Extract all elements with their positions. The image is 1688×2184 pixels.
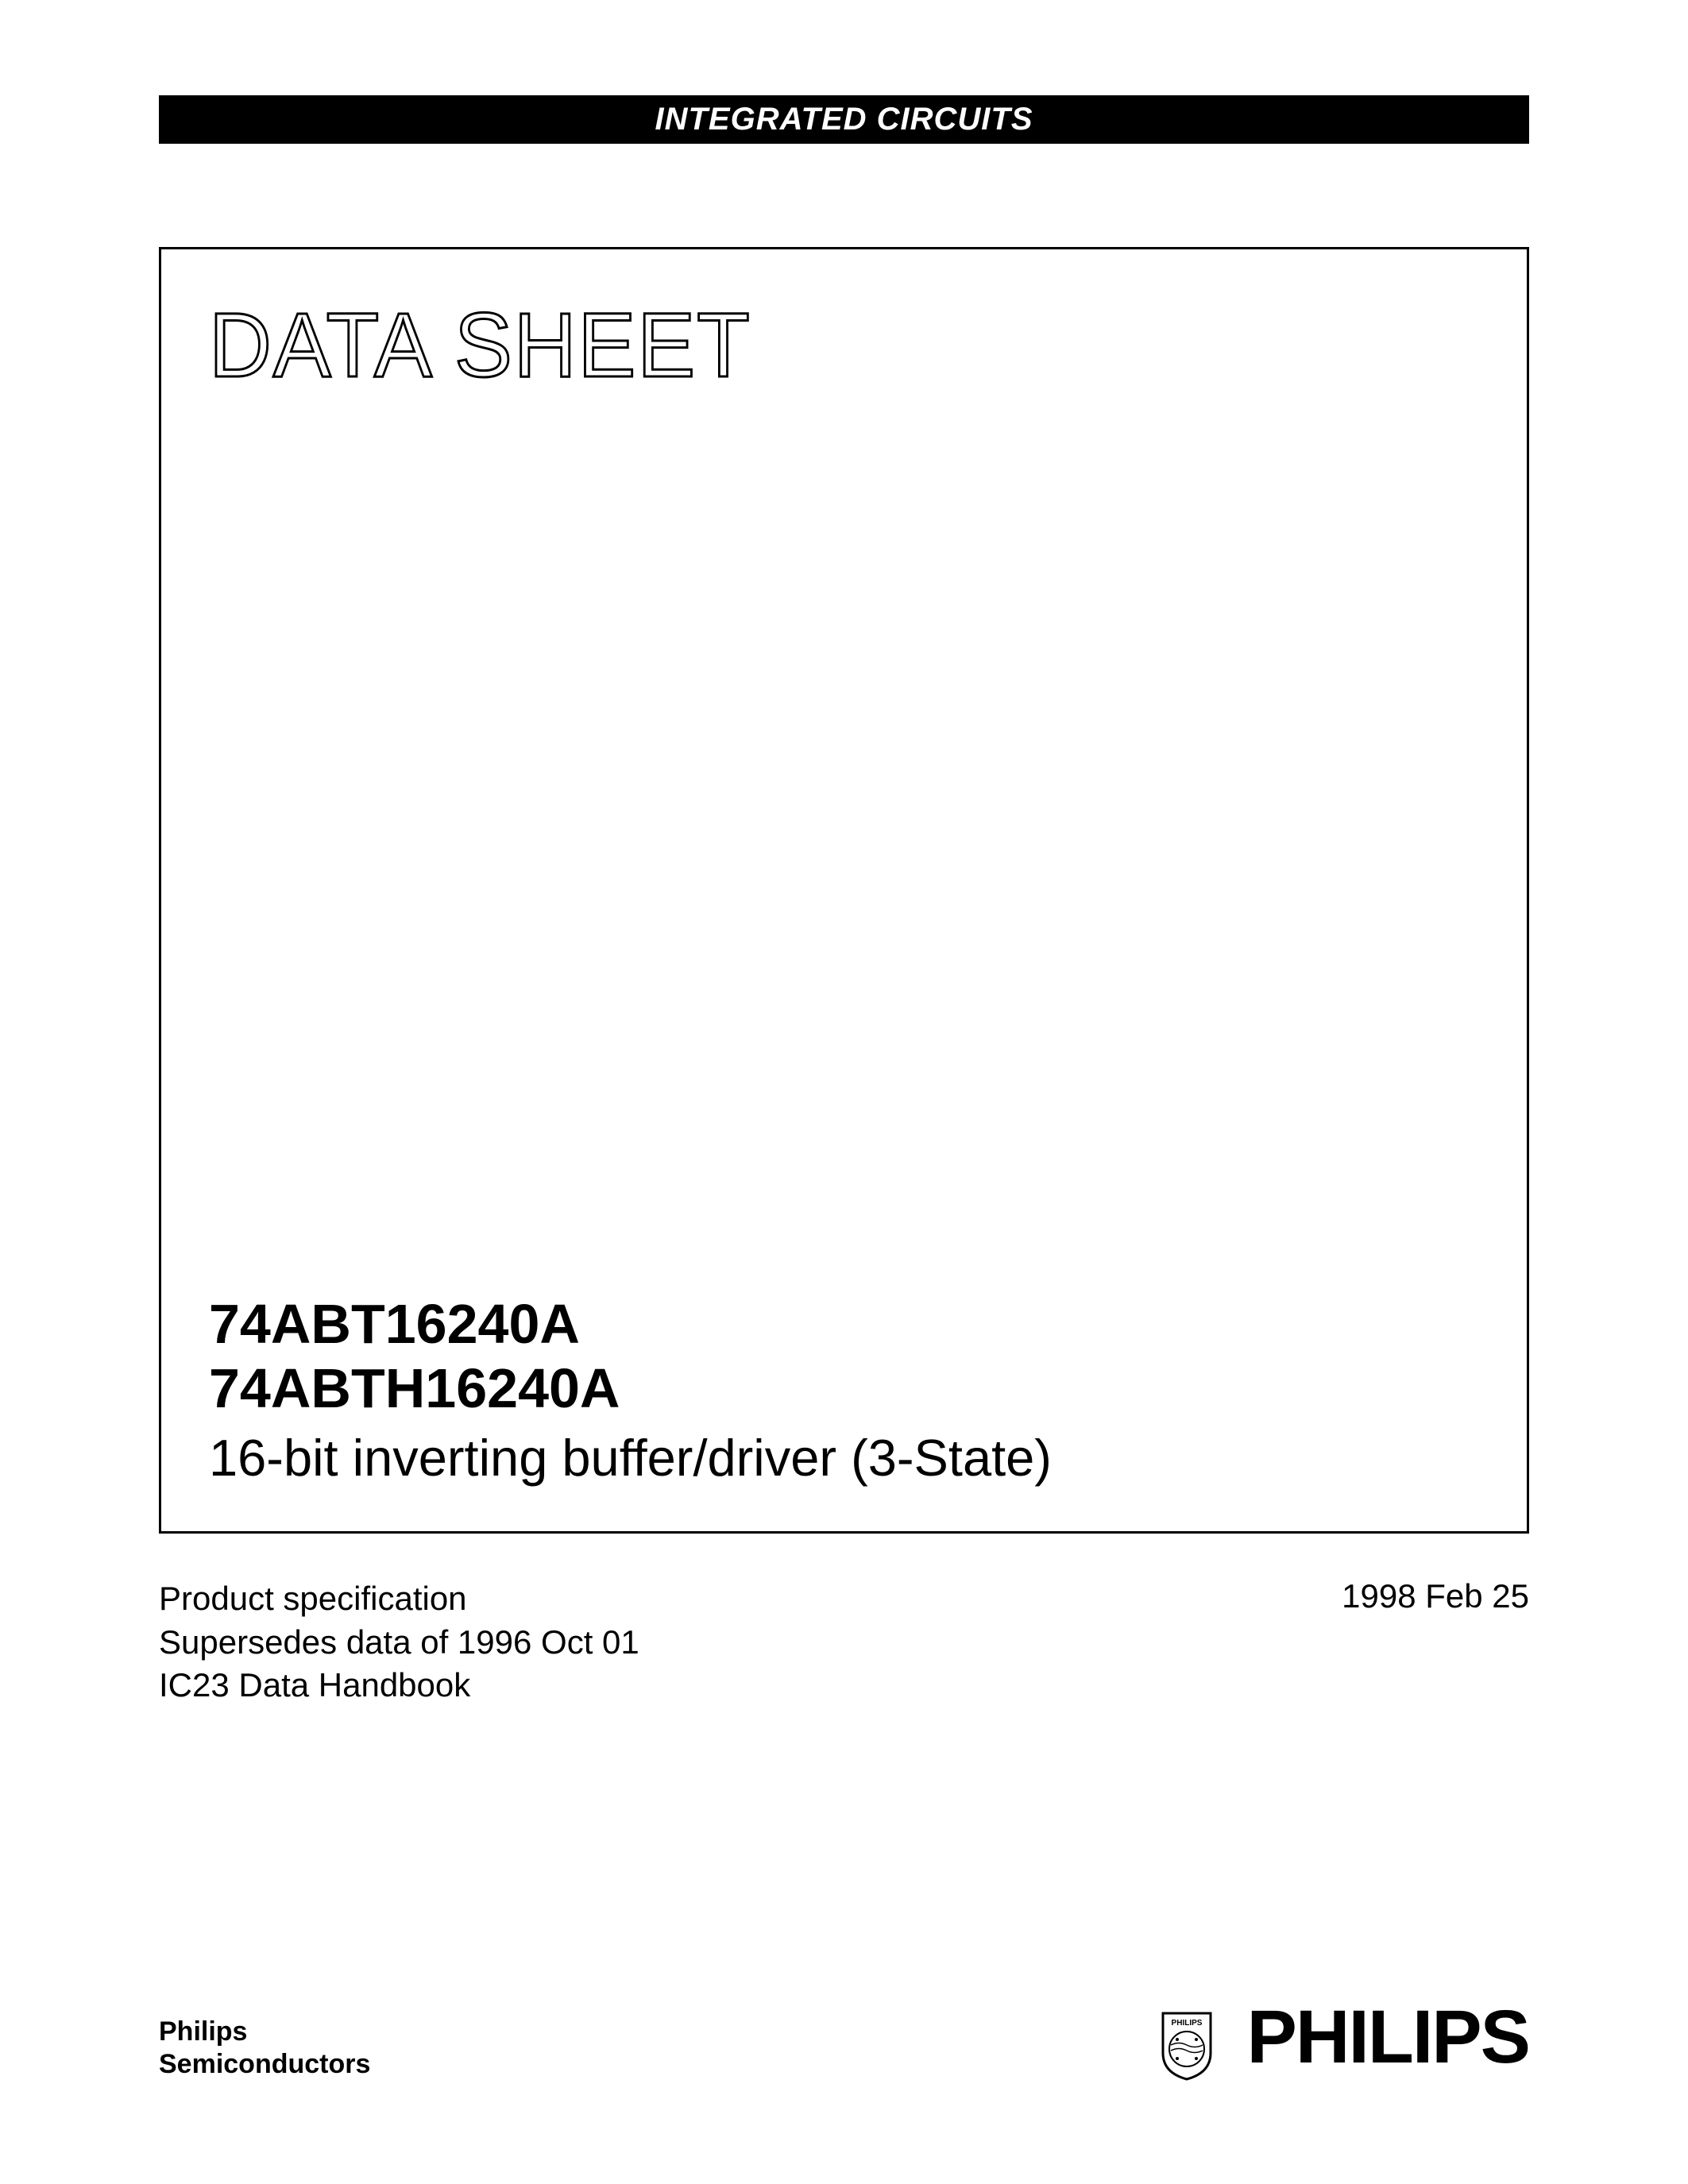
svg-text:PHILIPS: PHILIPS — [1172, 2019, 1203, 2028]
header-bar: INTEGRATED CIRCUITS — [159, 95, 1529, 144]
meta-left: Product specification Supersedes data of… — [159, 1577, 639, 1707]
company-line-1: Philips — [159, 2016, 370, 2048]
footer-company: Philips Semiconductors — [159, 2016, 370, 2081]
shield-icon: PHILIPS — [1159, 2009, 1215, 2081]
datasheet-box: DATA SHEET 74ABT16240A 74ABTH16240A 16-b… — [159, 247, 1529, 1534]
datasheet-title: DATA SHEET — [209, 293, 1416, 398]
brand-logo-text: PHILIPS — [1246, 1994, 1529, 2081]
date-text: 1998 Feb 25 — [1342, 1577, 1529, 1615]
header-title: INTEGRATED CIRCUITS — [655, 102, 1033, 137]
company-line-2: Semiconductors — [159, 2048, 370, 2081]
footer-brand-area: PHILIPS PHILIPS — [1159, 1994, 1529, 2081]
product-description: 16-bit inverting buffer/driver (3-State) — [209, 1428, 1479, 1488]
handbook-text: IC23 Data Handbook — [159, 1664, 639, 1707]
meta-section: Product specification Supersedes data of… — [159, 1577, 1529, 1707]
part-number-1: 74ABT16240A — [209, 1292, 1479, 1356]
product-info: 74ABT16240A 74ABTH16240A 16-bit invertin… — [209, 1292, 1479, 1488]
meta-right: 1998 Feb 25 — [1342, 1577, 1529, 1707]
spec-label: Product specification — [159, 1577, 639, 1621]
part-number-2: 74ABTH16240A — [209, 1356, 1479, 1421]
supersedes-text: Supersedes data of 1996 Oct 01 — [159, 1621, 639, 1665]
footer: Philips Semiconductors PHILIPS PHILIPS — [159, 1994, 1529, 2081]
